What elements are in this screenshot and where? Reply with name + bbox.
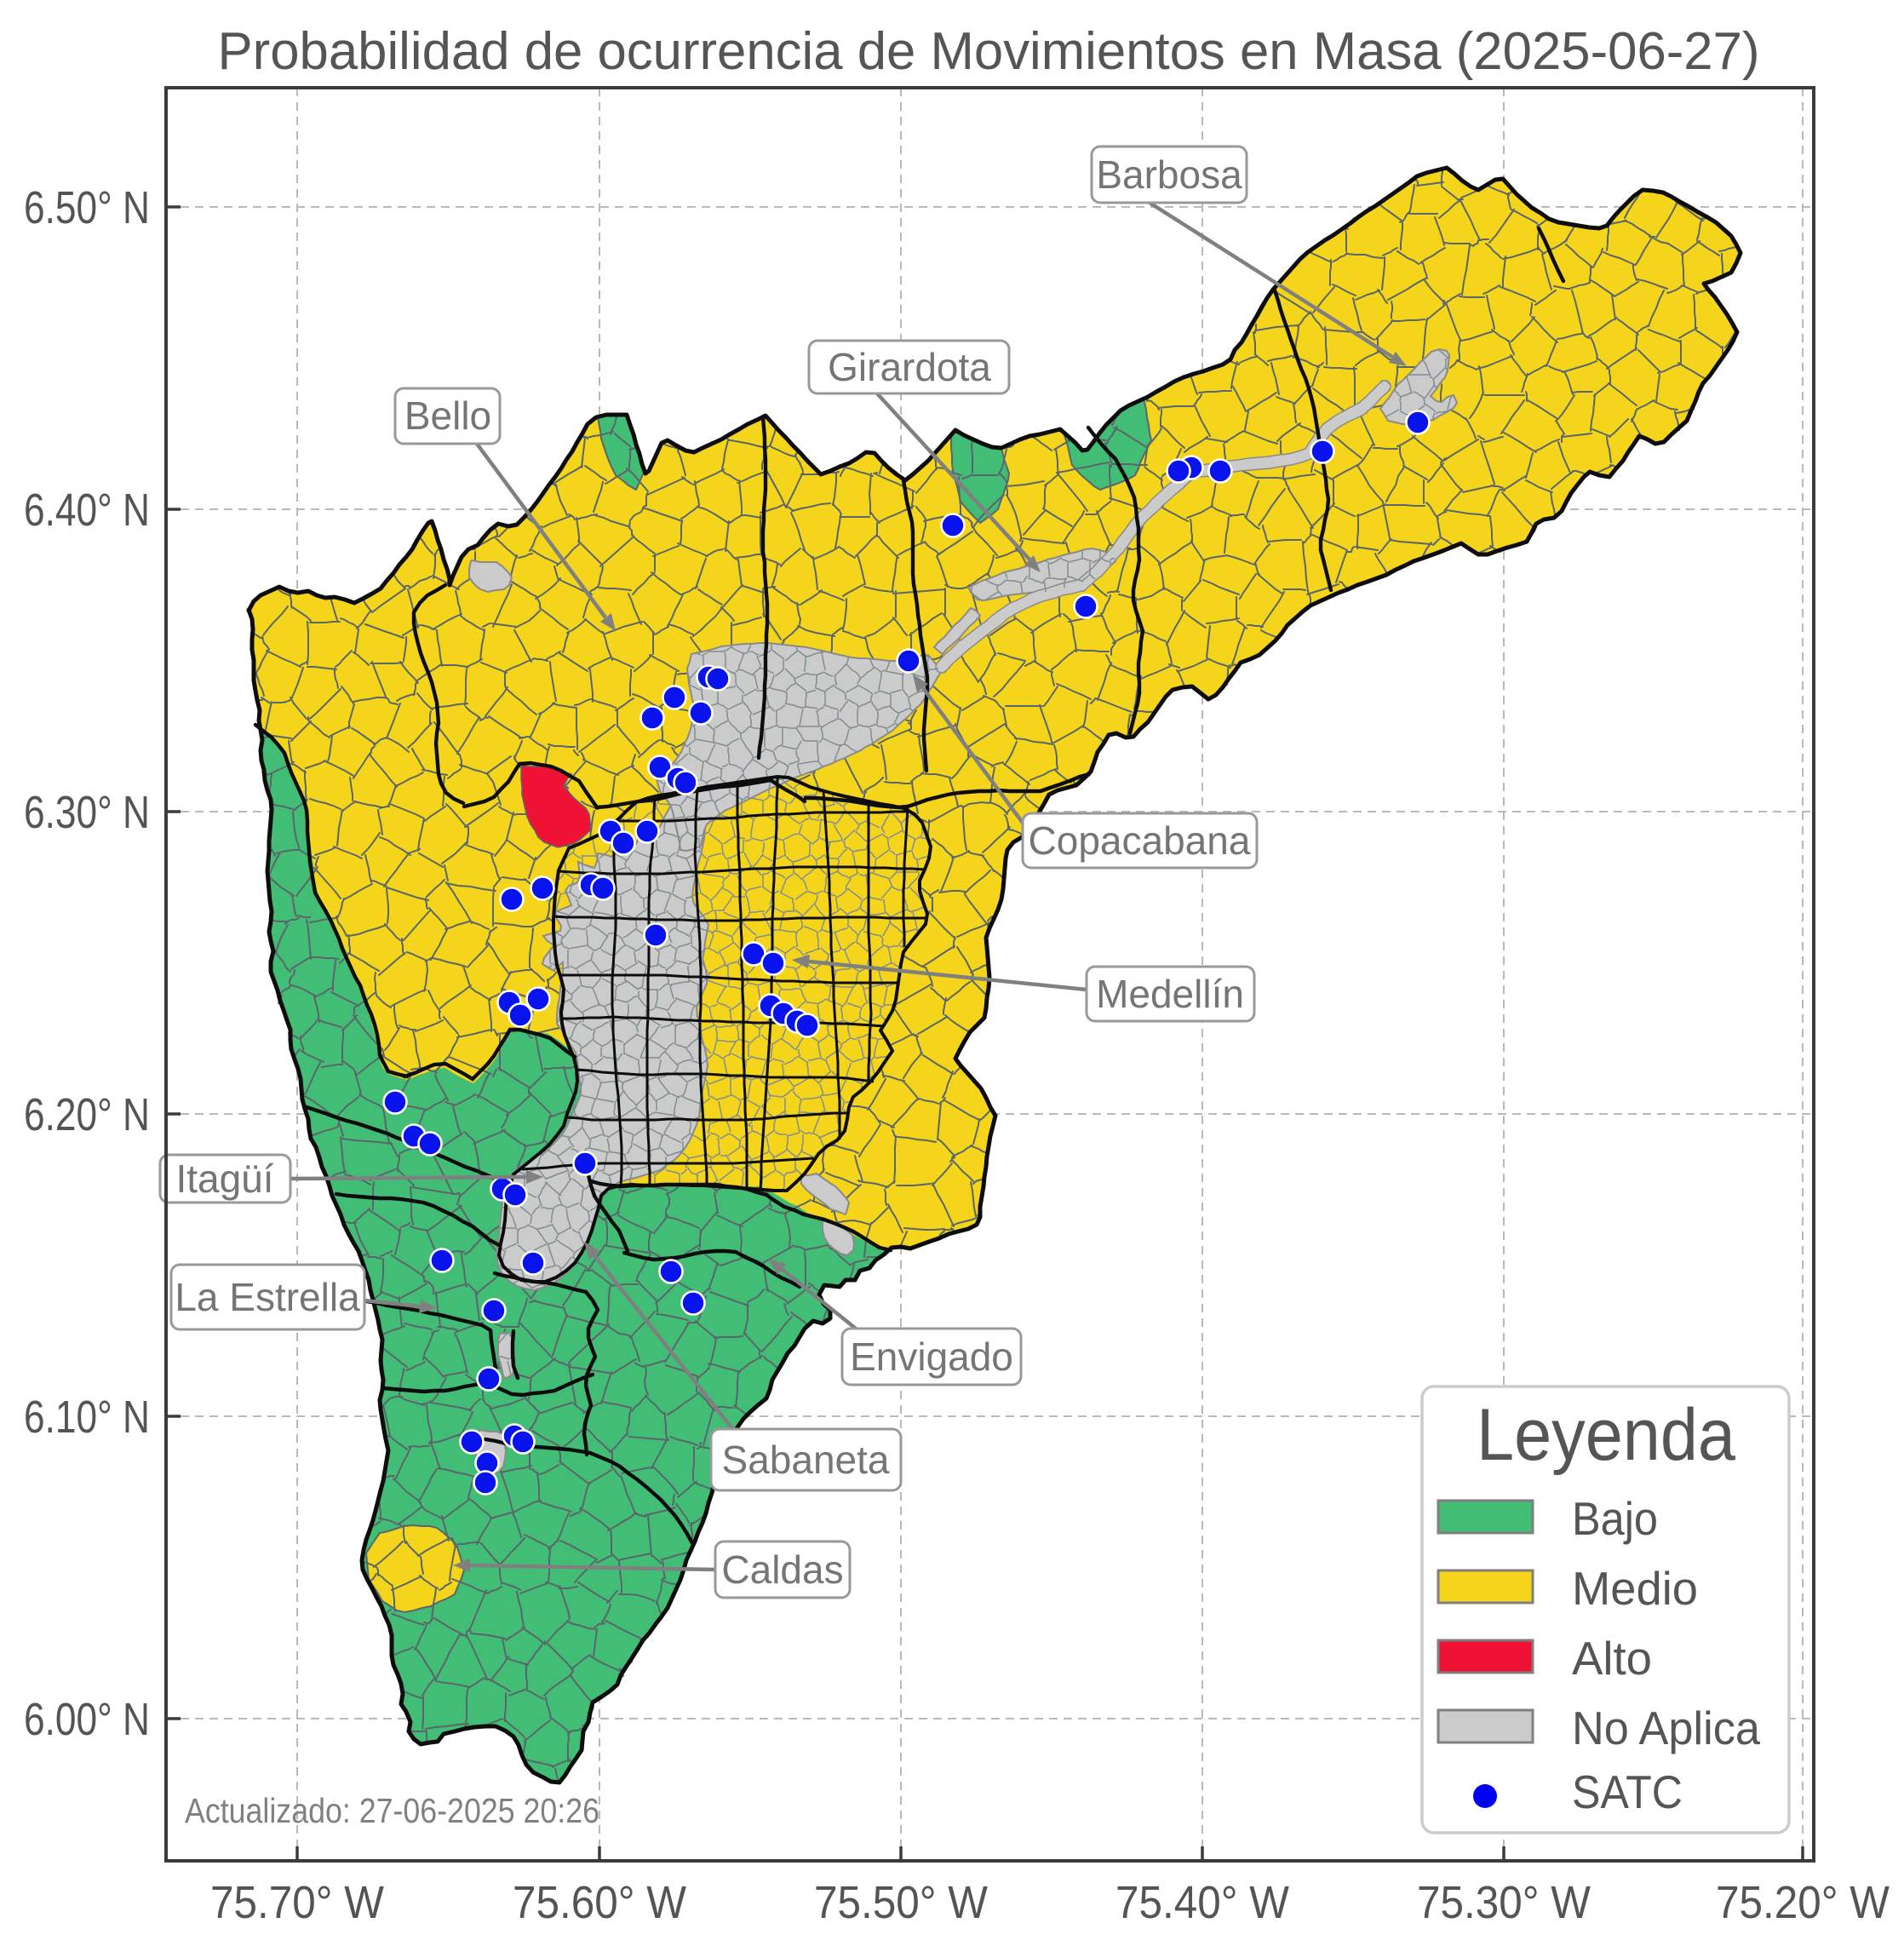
svg-text:75.70° W: 75.70° W <box>210 1877 384 1928</box>
svg-text:Barbosa: Barbosa <box>1096 152 1242 197</box>
svg-text:6.00° N: 6.00° N <box>24 1694 150 1745</box>
svg-text:Sabaneta: Sabaneta <box>722 1438 890 1482</box>
svg-text:Bajo: Bajo <box>1572 1492 1658 1545</box>
svg-text:Actualizado: 27-06-2025 20:26: Actualizado: 27-06-2025 20:26 <box>185 1791 599 1830</box>
svg-text:No Aplica: No Aplica <box>1572 1702 1760 1754</box>
svg-text:6.10° N: 6.10° N <box>24 1392 150 1443</box>
svg-text:Itagüí: Itagüí <box>175 1157 273 1201</box>
svg-text:Copacabana: Copacabana <box>1029 818 1251 863</box>
svg-text:Envigado: Envigado <box>850 1335 1013 1379</box>
svg-text:Medellín: Medellín <box>1096 972 1244 1016</box>
svg-text:75.50° W: 75.50° W <box>814 1877 988 1928</box>
svg-text:Medio: Medio <box>1572 1562 1698 1615</box>
svg-text:SATC: SATC <box>1572 1765 1683 1818</box>
svg-text:6.40° N: 6.40° N <box>24 485 150 536</box>
svg-text:La Estrella: La Estrella <box>175 1275 360 1319</box>
svg-text:Alto: Alto <box>1572 1632 1652 1685</box>
svg-text:6.30° N: 6.30° N <box>24 787 150 838</box>
svg-text:75.30° W: 75.30° W <box>1417 1877 1591 1928</box>
svg-text:Probabilidad de ocurrencia de: Probabilidad de ocurrencia de Movimiento… <box>218 22 1760 81</box>
svg-text:Bello: Bello <box>404 393 491 438</box>
svg-text:75.40° W: 75.40° W <box>1115 1877 1289 1928</box>
svg-text:75.20° W: 75.20° W <box>1716 1877 1890 1928</box>
svg-text:6.20° N: 6.20° N <box>24 1089 150 1140</box>
svg-text:6.50° N: 6.50° N <box>24 182 150 233</box>
svg-text:Girardota: Girardota <box>828 345 991 389</box>
svg-text:75.60° W: 75.60° W <box>513 1877 686 1928</box>
svg-text:Caldas: Caldas <box>721 1547 843 1592</box>
svg-text:Leyenda: Leyenda <box>1477 1394 1735 1476</box>
